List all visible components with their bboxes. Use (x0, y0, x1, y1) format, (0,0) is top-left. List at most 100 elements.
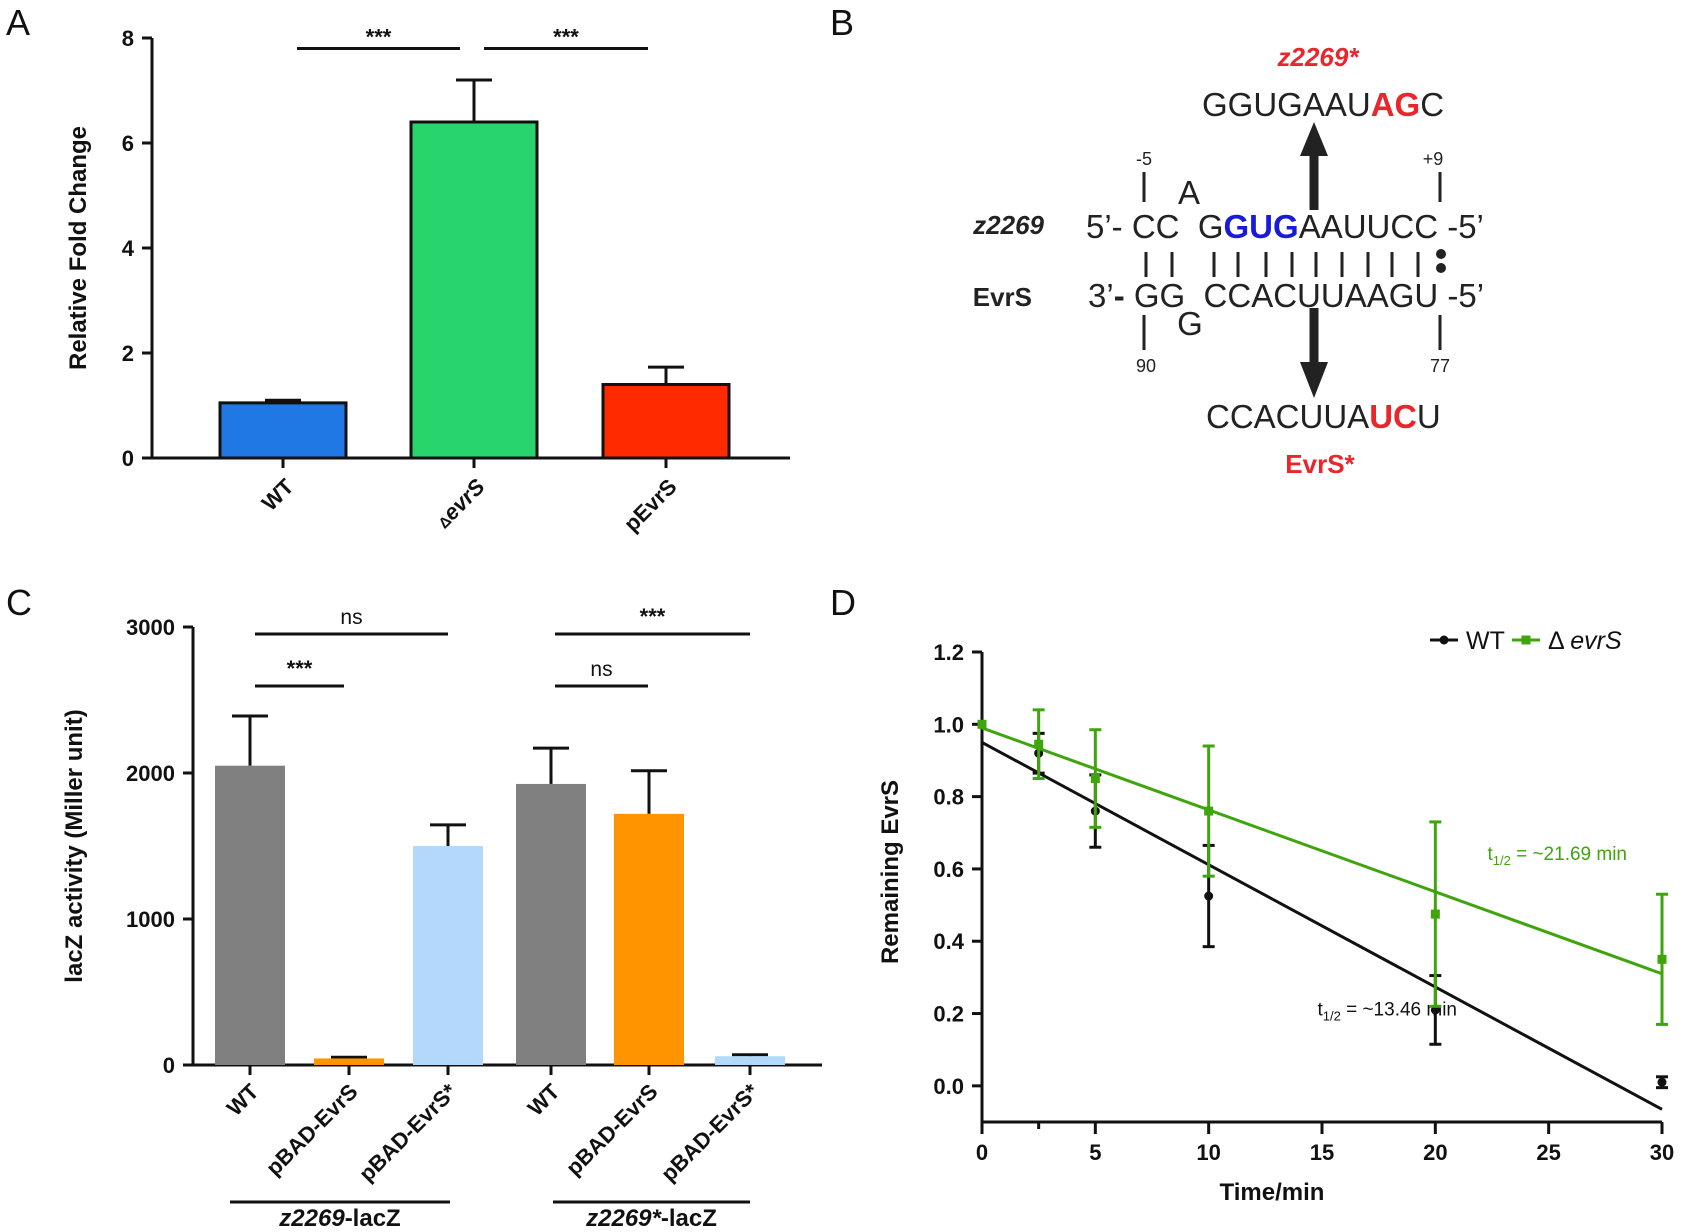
y-axis-label: Relative Fold Change (65, 126, 92, 370)
bar (314, 1058, 384, 1065)
sequence-segment: 3’ (1088, 277, 1114, 314)
bar (715, 1056, 785, 1065)
panel-letter-d: D (830, 582, 856, 623)
half-life-annotation: t1/2 = ~21.69 min (1487, 844, 1627, 868)
data-point (1430, 909, 1440, 919)
mutant-sequence-top: GGUGAAUAGC (1202, 86, 1444, 123)
bar (614, 813, 684, 1065)
data-point (1090, 774, 1100, 784)
significance-label: *** (553, 25, 579, 50)
x-tick-label: pBAD-EvrS* (656, 1079, 764, 1187)
x-tick-label: 25 (1536, 1140, 1560, 1165)
sequence-segment: CCACUUA (1206, 398, 1369, 435)
data-point (1204, 806, 1214, 816)
x-tick-label: pBAD-EvrS (561, 1079, 663, 1181)
legend-delta: Δ (1548, 627, 1570, 655)
position-label: +9 (1423, 149, 1444, 169)
group-label: z2269*-lacZ (585, 1205, 717, 1232)
position-label: 77 (1430, 356, 1450, 376)
mutant-label-top: z2269* (1277, 42, 1361, 72)
y-tick-label: 1.0 (933, 712, 964, 737)
half-life-t: t (1487, 844, 1493, 865)
x-tick-label: pBAD-EvrS* (354, 1079, 462, 1187)
y-tick-label: 0 (122, 446, 134, 471)
x-axis-label: Time/min (1220, 1179, 1325, 1206)
x-tick-label: WT (257, 473, 299, 515)
legend-marker (1521, 635, 1531, 645)
bar (601, 383, 731, 460)
y-tick-label: 0.6 (933, 857, 964, 882)
sequence-segment: GGUGAAU (1202, 86, 1371, 123)
y-tick-label: 0 (163, 1053, 175, 1078)
y-tick-label: 1000 (126, 907, 175, 932)
sequence-segment: AAUUCC -5’ (1299, 208, 1484, 245)
category-name: WT (257, 473, 299, 515)
data-point (1657, 1077, 1667, 1087)
z2269-sequence: 5’- CC GGUGAAUUCC -5’ (1086, 208, 1484, 245)
group-label-gene: z2269* (585, 1205, 662, 1232)
row-label: EvrS (973, 282, 1032, 312)
bar (409, 120, 539, 460)
legend: WT Δ evrS (1430, 627, 1622, 655)
significance-label: *** (640, 604, 666, 629)
x-tick-label: ΔevrS (430, 474, 489, 533)
sequence-segment: GUG (1224, 208, 1299, 245)
y-tick-label: 0.2 (933, 1002, 964, 1027)
panel-letter-a: A (6, 2, 30, 43)
x-tick-label: 10 (1196, 1140, 1220, 1165)
mutant-label-bottom: EvrS* (1285, 449, 1355, 479)
half-life-value: = ~21.69 min (1511, 844, 1627, 865)
y-tick-label: 1.2 (933, 640, 964, 665)
x-tick-label: WT (523, 1078, 565, 1120)
significance-label: ns (590, 658, 612, 681)
position-label: 90 (1136, 356, 1156, 376)
x-tick-label: 20 (1423, 1140, 1447, 1165)
half-life-value: = ~13.46 min (1341, 999, 1457, 1020)
group-label-suffix: -lacZ (661, 1205, 717, 1232)
arrow-down-head (1300, 362, 1328, 398)
legend-marker (1439, 635, 1449, 645)
arrow-up-head (1300, 122, 1328, 156)
legend-label: Δ evrS (1548, 627, 1622, 655)
sequence-segment: GG CCACUUAAGU -5’ (1125, 277, 1484, 314)
y-axis-label: Remaining EvrS (877, 780, 904, 964)
half-life-subscript: 1/2 (1493, 853, 1511, 868)
y-tick-label: 0.4 (933, 929, 964, 954)
x-tick-label: 15 (1310, 1140, 1334, 1165)
bar (516, 783, 586, 1065)
x-tick-label: pEvrS (619, 474, 682, 537)
sequence-segment: 5’- CC G (1086, 208, 1224, 245)
group-label-suffix: -lacZ (345, 1205, 401, 1232)
sequence-segment: C (1420, 86, 1444, 123)
fit-line (981, 741, 1663, 1111)
sequence-segment: - (1114, 277, 1125, 314)
significance-label: *** (366, 25, 392, 50)
position-label: -5 (1136, 149, 1152, 169)
row-label: z2269 (972, 210, 1044, 240)
sequence-segment: U (1417, 398, 1441, 435)
significance-label: ns (340, 606, 362, 629)
y-tick-label: 0.8 (933, 785, 964, 810)
bar (413, 846, 483, 1065)
half-life-annotation: t1/2 = ~13.46 min (1317, 999, 1457, 1023)
mutant-sequence-bottom: CCACUUAUCU (1206, 398, 1441, 435)
panel-d-chart: 0.0 0.2 0.4 0.6 0.8 1.0 1.2 0 5 10 15 20 25 30 Time/mi… (877, 627, 1674, 1206)
wobble-dot (1436, 263, 1446, 273)
data-point (1034, 739, 1044, 749)
half-life-subscript: 1/2 (1323, 1008, 1341, 1023)
y-tick-label: 2 (122, 341, 134, 366)
bulge-nucleotide: A (1178, 174, 1200, 211)
y-tick-label: 0.0 (933, 1074, 964, 1099)
group-label: z2269-lacZ (278, 1205, 400, 1232)
y-tick-label: 8 (122, 26, 134, 51)
category-name: pEvrS (619, 474, 682, 537)
y-tick-label: 6 (122, 131, 134, 156)
y-tick-label: 4 (122, 236, 135, 261)
significance-label: *** (287, 656, 313, 681)
y-axis-label: lacZ activity (Miller unit) (61, 709, 88, 982)
data-point (1204, 891, 1214, 901)
bulge-nucleotide: G (1177, 305, 1203, 342)
sequence-segment: AG (1371, 86, 1421, 123)
